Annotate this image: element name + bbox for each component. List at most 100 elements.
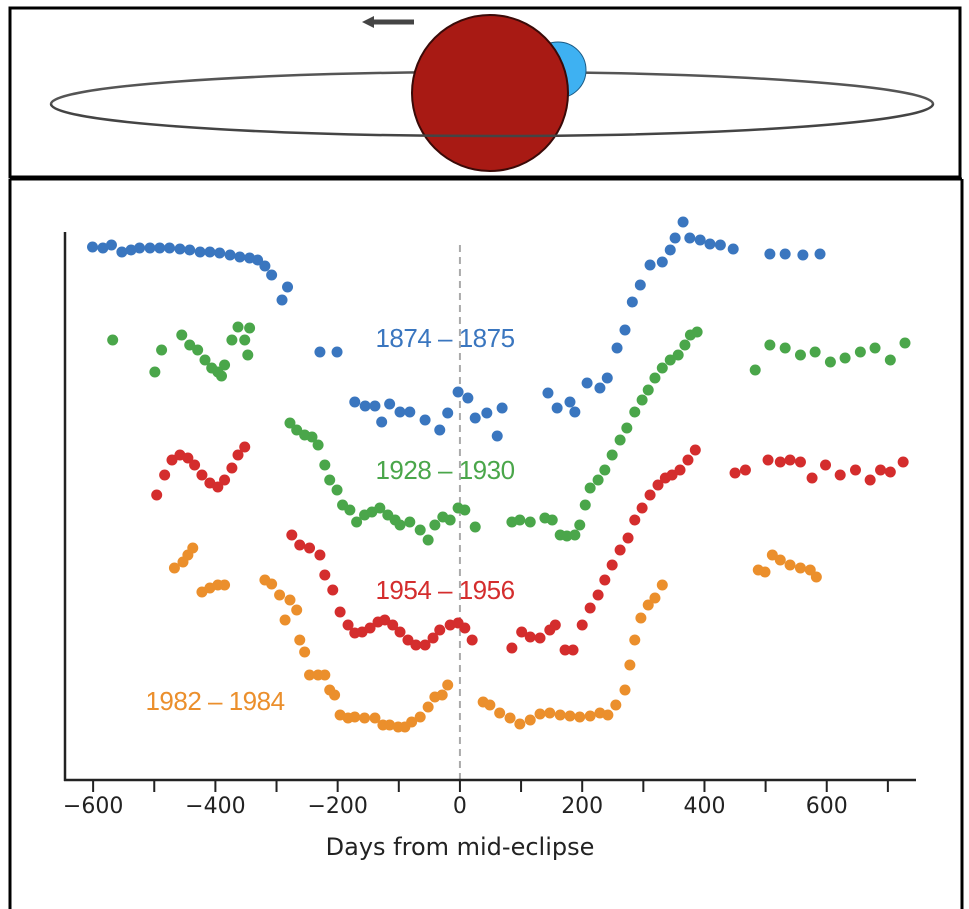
data-point <box>689 444 701 456</box>
data-point <box>402 634 414 646</box>
data-point <box>469 521 481 533</box>
data-point <box>312 439 324 451</box>
data-point <box>674 464 686 476</box>
data-point <box>594 382 606 394</box>
data-point <box>551 402 563 414</box>
data-point <box>764 248 776 260</box>
data-point <box>279 614 291 626</box>
data-point <box>809 346 821 358</box>
data-point <box>664 244 676 256</box>
data-point <box>542 387 554 399</box>
data-point <box>691 326 703 338</box>
data-point <box>644 489 656 501</box>
data-point <box>714 239 726 251</box>
plot: −600 −400 −200 0 200 400 600 Days from mid-ecli… <box>63 216 916 861</box>
x-tick-label: −400 <box>185 794 245 819</box>
x-tick-label: 200 <box>561 794 603 819</box>
data-point <box>514 514 526 526</box>
data-point <box>404 406 416 418</box>
data-point <box>266 578 278 590</box>
data-point <box>299 646 311 658</box>
data-point <box>282 281 294 293</box>
x-tick-label: 0 <box>453 794 467 819</box>
data-point <box>369 712 381 724</box>
data-point <box>214 247 226 259</box>
data-point <box>219 359 231 371</box>
data-point <box>694 234 706 246</box>
data-point <box>304 542 316 554</box>
data-point <box>611 342 623 354</box>
data-point <box>614 434 626 446</box>
data-point <box>749 364 761 376</box>
data-point <box>189 459 201 471</box>
data-point <box>869 342 881 354</box>
data-point <box>419 639 431 651</box>
data-point <box>105 239 117 251</box>
data-point <box>462 392 474 404</box>
data-point <box>494 707 506 719</box>
data-point <box>794 349 806 361</box>
data-point <box>524 631 536 643</box>
data-point <box>116 246 128 258</box>
x-tick-label: 400 <box>683 794 725 819</box>
data-point <box>144 242 156 254</box>
data-point <box>466 634 478 646</box>
data-point <box>779 342 791 354</box>
data-point <box>286 529 298 541</box>
data-point <box>274 589 286 601</box>
data-point <box>244 322 256 334</box>
data-point <box>369 400 381 412</box>
data-point <box>342 619 354 631</box>
data-point <box>544 707 556 719</box>
data-point <box>514 718 526 730</box>
data-point <box>434 424 446 436</box>
series-label: 1954 – 1956 <box>375 575 514 605</box>
data-point <box>374 502 386 514</box>
data-point <box>619 324 631 336</box>
data-point <box>97 242 109 254</box>
data-point <box>176 329 188 341</box>
data-point <box>774 456 786 468</box>
data-point <box>524 516 536 528</box>
data-point <box>810 571 822 583</box>
data-point <box>666 469 678 481</box>
data-point <box>644 259 656 271</box>
data-point <box>219 579 231 591</box>
data-point <box>196 469 208 481</box>
data-point <box>294 539 306 551</box>
data-point <box>864 474 876 486</box>
data-point <box>216 370 228 382</box>
data-point <box>319 669 331 681</box>
data-point <box>672 349 684 361</box>
data-point <box>849 464 861 476</box>
data-point <box>422 701 434 713</box>
data-point <box>579 499 591 511</box>
data-point <box>794 456 806 468</box>
data-point <box>394 406 406 418</box>
data-point <box>584 602 596 614</box>
data-point <box>156 344 168 356</box>
data-point <box>684 232 696 244</box>
data-point <box>839 352 851 364</box>
data-point <box>331 484 343 496</box>
data-point <box>656 579 668 591</box>
data-point <box>174 243 186 255</box>
data-point <box>784 454 796 466</box>
x-tick-label: −600 <box>63 794 123 819</box>
data-point <box>159 469 171 481</box>
data-point <box>107 334 119 346</box>
data-point <box>187 542 199 554</box>
data-point <box>739 464 751 476</box>
data-point <box>834 469 846 481</box>
data-point <box>504 712 516 724</box>
data-point <box>534 708 546 720</box>
data-point <box>444 514 456 526</box>
data-point <box>394 519 406 531</box>
data-point <box>359 712 371 724</box>
data-point <box>629 634 641 646</box>
data-point <box>549 619 561 631</box>
data-point <box>679 339 691 351</box>
data-point <box>419 414 431 426</box>
data-point <box>764 339 776 351</box>
data-point <box>427 632 439 644</box>
